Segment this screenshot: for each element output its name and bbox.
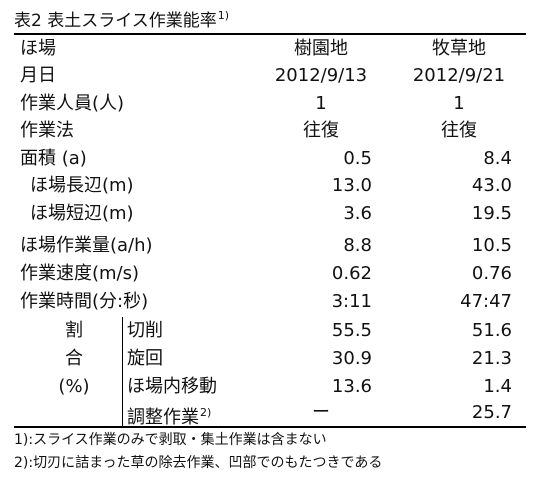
footnote: 1):スライス作業のみで剥取・集土作業は含まない — [14, 432, 327, 448]
row-label: ほ場短辺(m) — [30, 203, 134, 224]
table-title-text: 表2 表土スライス作業能率 — [14, 11, 217, 31]
header-label: ほ場 — [20, 38, 56, 59]
table-row: 月日 2012/9/13 2012/9/21 — [0, 63, 538, 89]
row-col2: 8.4 — [483, 148, 512, 169]
table-row: 作業時間(分:秒) 3:11 47:47 — [0, 289, 538, 315]
ratio-side-label: 合 — [65, 348, 83, 369]
row-col1: 8.8 — [343, 235, 372, 256]
table-row: 作業速度(m/s) 0.62 0.76 — [0, 261, 538, 287]
table-row: ほ場長辺(m) 13.0 43.0 — [0, 173, 538, 199]
row-label: 作業法 — [20, 120, 74, 141]
ratio-row-col1: 13.6 — [331, 376, 372, 397]
ratio-row-col1: 30.9 — [331, 348, 372, 369]
ratio-row-label: 旋回 — [127, 348, 163, 369]
row-label: 月日 — [20, 65, 56, 86]
title-note-mark: 1) — [217, 9, 230, 22]
ratio-row: ほ場内移動 13.6 1.4 — [0, 374, 538, 400]
ratio-row-label: 調整作業2) — [127, 400, 212, 428]
row-col2: 1 — [453, 93, 465, 114]
table-row: ほ場短辺(m) 3.6 19.5 — [0, 201, 538, 227]
row-col1: 0.62 — [331, 263, 372, 284]
row-col1: 2012/9/13 — [274, 65, 368, 86]
row-label: ほ場作業量(a/h) — [20, 235, 153, 256]
row-col2: 43.0 — [471, 175, 512, 196]
ratio-row-label: ほ場内移動 — [127, 376, 217, 397]
bottom-rule — [14, 426, 526, 428]
table-row: ほ場作業量(a/h) 8.8 10.5 — [0, 233, 538, 259]
row-col2: 2012/9/21 — [412, 65, 506, 86]
table-row: 作業法 往復 往復 — [0, 118, 538, 144]
row-col1: 0.5 — [343, 148, 372, 169]
ratio-row-label-text: 調整作業 — [127, 407, 199, 428]
ratio-row: 調整作業2) ー 25.7 — [0, 400, 538, 428]
ratio-divider — [122, 317, 123, 426]
row-label: ほ場長辺(m) — [30, 175, 134, 196]
header-col1: 樹園地 — [294, 38, 348, 59]
row-col2: 往復 — [441, 120, 477, 141]
ratio-row-col1: ー — [312, 402, 330, 423]
ratio-row-col2: 25.7 — [471, 402, 512, 423]
row-col1: 3.6 — [343, 203, 372, 224]
row-col1: 3:11 — [331, 291, 372, 312]
row-label: 作業速度(m/s) — [20, 263, 140, 284]
ratio-row-col2: 1.4 — [483, 376, 512, 397]
ratio-row-col2: 21.3 — [471, 348, 512, 369]
ratio-row-col1: 55.5 — [331, 320, 372, 341]
ratio-row-note-mark: 2) — [200, 406, 212, 419]
row-label: 面積 (a) — [20, 148, 87, 169]
ratio-row: 切削 55.5 51.6 — [0, 318, 538, 344]
row-col2: 19.5 — [471, 203, 512, 224]
table-row: 作業人員(人) 1 1 — [0, 91, 538, 117]
row-col2: 10.5 — [471, 235, 512, 256]
row-label: 作業人員(人) — [20, 93, 125, 114]
top-rule — [14, 33, 526, 35]
header-row: ほ場 樹園地 牧草地 — [0, 36, 538, 62]
table-row: 面積 (a) 0.5 8.4 — [0, 146, 538, 172]
ratio-row-label: 切削 — [127, 320, 163, 341]
ratio-side-label: (%) — [58, 376, 90, 397]
row-col2: 47:47 — [460, 291, 512, 312]
ratio-side-label: 割 — [65, 320, 83, 341]
footnote: 2):切刃に詰まった草の除去作業、凹部でのもたつきである — [14, 455, 383, 471]
row-col2: 0.76 — [471, 263, 512, 284]
header-col2: 牧草地 — [432, 38, 486, 59]
ratio-row-col2: 51.6 — [471, 320, 512, 341]
ratio-row: 旋回 30.9 21.3 — [0, 346, 538, 372]
row-col1: 13.0 — [331, 175, 372, 196]
table-title: 表2 表土スライス作業能率1) — [14, 4, 229, 33]
row-col1: 1 — [315, 93, 327, 114]
row-col1: 往復 — [303, 120, 339, 141]
row-label: 作業時間(分:秒) — [20, 291, 149, 312]
